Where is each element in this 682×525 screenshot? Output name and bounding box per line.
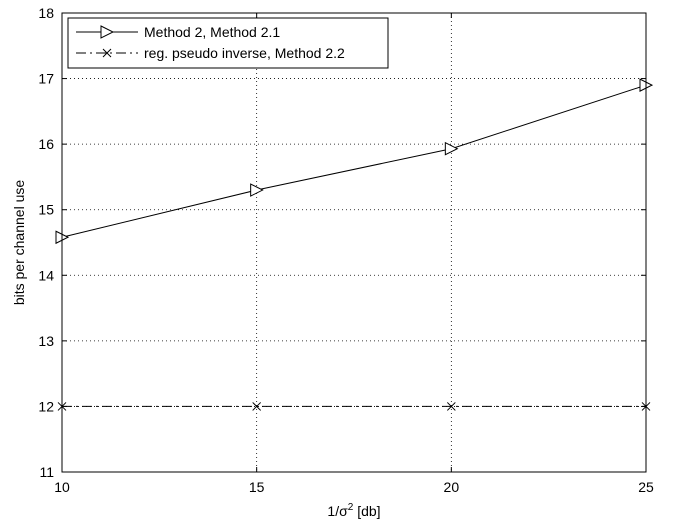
legend-box [67, 17, 389, 69]
data-point-marker [102, 48, 112, 58]
data-point-marker [250, 183, 264, 197]
y-tick-label: 17 [38, 71, 54, 87]
x-tick-label: 20 [444, 479, 460, 495]
marker-stroke [102, 48, 112, 58]
y-tick-label: 12 [38, 398, 54, 414]
series-line [61, 84, 647, 238]
legend-entry-label: reg. pseudo inverse, Method 2.2 [144, 45, 345, 61]
x-tick-label: 25 [638, 479, 654, 495]
marker-stroke [252, 402, 262, 411]
y-tick-label: 18 [38, 5, 54, 21]
y-tick-label: 15 [38, 202, 54, 218]
data-point-marker [100, 25, 115, 39]
plot-area-background [62, 13, 646, 472]
x-axis-label-superscript: 2 [348, 502, 354, 513]
y-tick-label: 14 [38, 267, 54, 283]
y-tick-label: 11 [39, 464, 54, 480]
x-axis-label-main: 1/σ [327, 503, 348, 519]
data-point-marker [252, 402, 262, 411]
x-axis-label: 1/σ2 [db] [327, 502, 380, 519]
x-tick-label: 10 [54, 479, 70, 495]
marker-stroke [446, 402, 456, 411]
axis-ticks: 10 15 20 25 11 12 13 14 15 16 17 18 [38, 5, 654, 495]
plot-area-border [61, 12, 647, 473]
data-point-marker [446, 402, 456, 411]
y-axis-label: bits per channel use [11, 180, 27, 306]
grid-lines [62, 13, 646, 472]
x-tick-label: 15 [249, 479, 265, 495]
y-tick-label: 13 [38, 333, 54, 349]
y-tick-label: 16 [38, 136, 54, 152]
legend: Method 2, Method 2.1 reg. pseudo inverse,… [67, 17, 389, 69]
x-axis-label-unit: [db] [353, 503, 380, 519]
data-point-marker [444, 141, 459, 156]
legend-entry-label: Method 2, Method 2.1 [144, 24, 280, 40]
